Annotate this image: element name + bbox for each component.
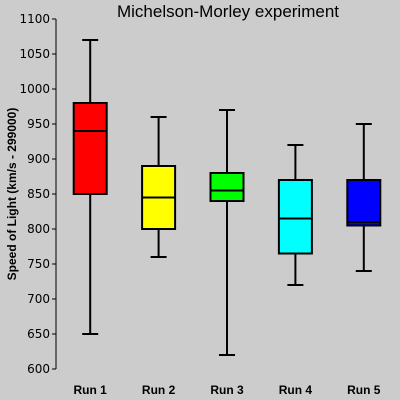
y-axis-label: Speed of Light (km/s - 299000) [5, 108, 19, 281]
y-tick-label: 1000 [19, 82, 50, 96]
y-tick-label: 650 [27, 327, 50, 341]
y-tick-label: 850 [27, 187, 50, 201]
y-tick-label: 900 [27, 152, 50, 166]
x-tick-label: Run 1 [74, 383, 108, 397]
iqr-box [74, 103, 107, 194]
x-tick-label: Run 2 [142, 383, 176, 397]
y-tick-label: 1050 [19, 47, 50, 61]
iqr-box [211, 173, 244, 201]
x-tick-label: Run 3 [210, 383, 244, 397]
y-tick-label: 800 [27, 222, 50, 236]
y-tick-label: 750 [27, 257, 50, 271]
y-tick-label: 700 [27, 292, 50, 306]
iqr-box [347, 180, 380, 226]
iqr-box [279, 180, 312, 254]
y-tick-label: 950 [27, 117, 50, 131]
y-tick-label: 600 [27, 362, 50, 376]
y-tick-label: 1100 [19, 12, 50, 26]
chart-title: Michelson-Morley experiment [117, 2, 339, 21]
x-tick-label: Run 5 [347, 383, 381, 397]
x-tick-label: Run 4 [279, 383, 313, 397]
